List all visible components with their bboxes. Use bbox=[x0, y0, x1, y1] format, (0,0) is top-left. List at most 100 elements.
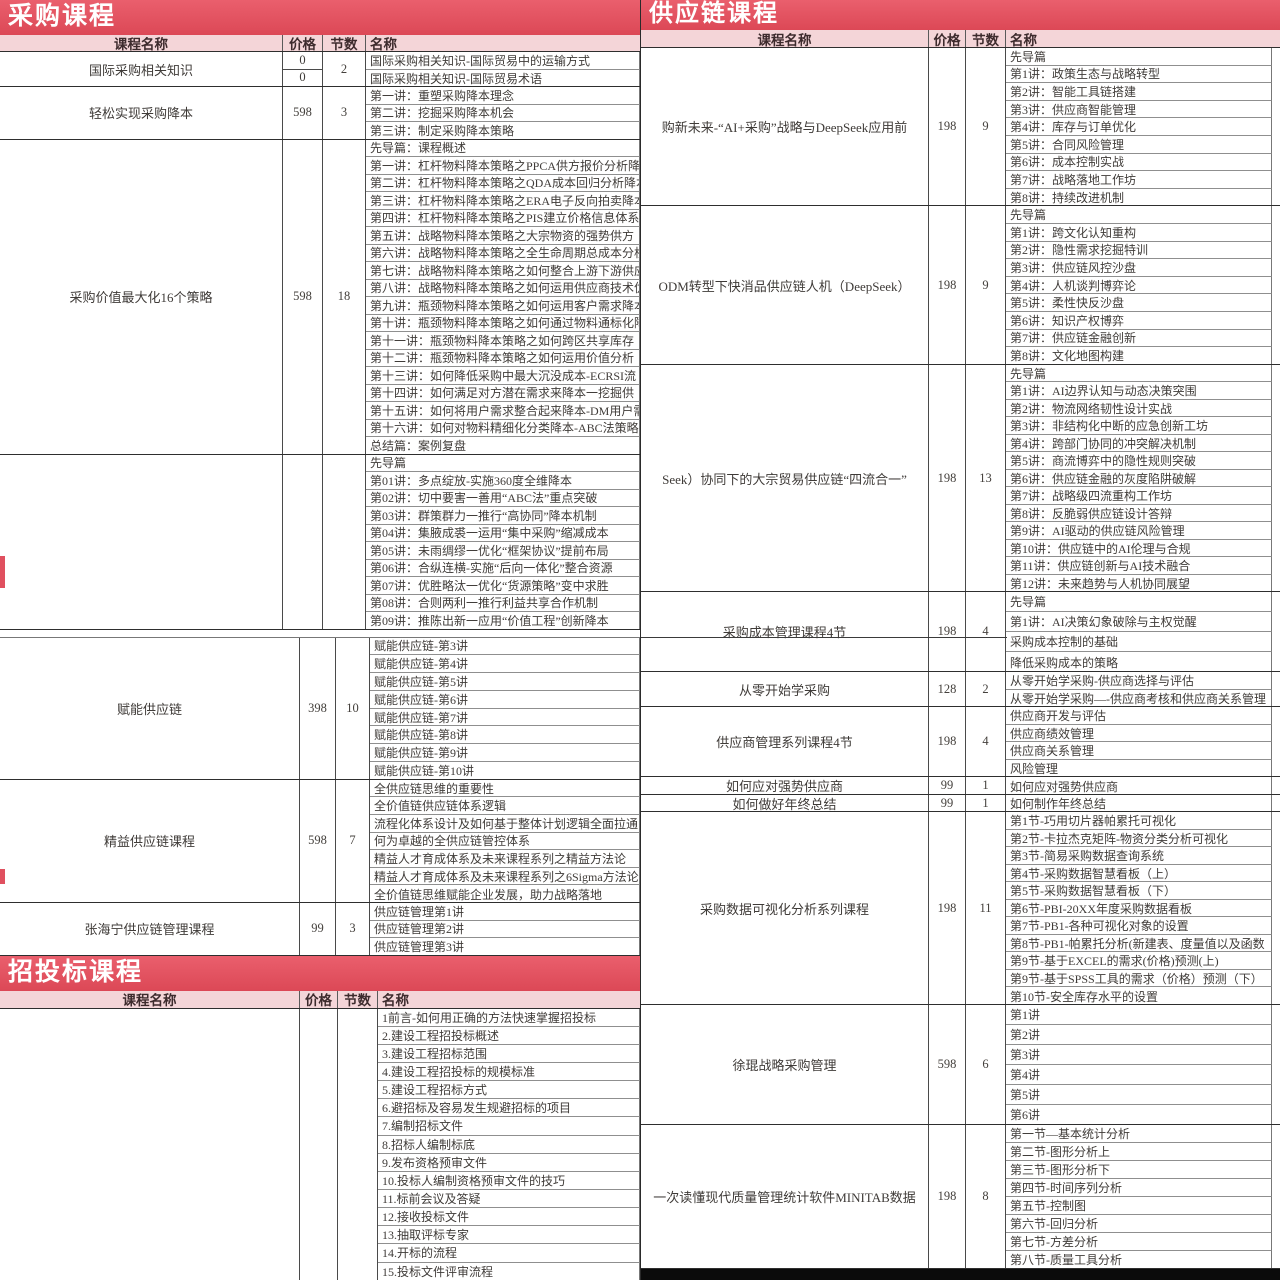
sessions-cell: 1 bbox=[966, 794, 1006, 812]
col-header-course-name: 课程名称 bbox=[641, 30, 929, 47]
course-name-cell: ODM转型下快消品供应链人机（DeepSeek） bbox=[641, 206, 929, 364]
lesson-row: 先导篇：课程概述 bbox=[366, 139, 640, 157]
course-name-cell: 轻松实现采购降本 bbox=[0, 87, 283, 139]
sessions-cell: 10 bbox=[336, 637, 370, 779]
course-group: ODM转型下快消品供应链人机（DeepSeek） 198 9 先导篇 第1讲：跨文化认知… bbox=[641, 206, 1280, 365]
lesson-row: 第五讲：战略物料降本策略之大宗物资的强势供方 bbox=[366, 227, 640, 245]
lesson-row: 第6节-PBI-20XX年度采购数据看板 bbox=[1006, 899, 1272, 918]
lesson-row: 第十讲：瓶颈物料降本策略之如何通过物料通标化降 bbox=[366, 314, 640, 332]
sessions-cell: 11 bbox=[966, 812, 1006, 1004]
lesson-row: 第6讲：供应链金融的灰度陷阱破解 bbox=[1006, 469, 1272, 488]
lesson-list: 先导篇 第1讲：AI边界认知与动态决策突围 第2讲：物流网络韧性设计实战 第3讲：非结… bbox=[1006, 364, 1272, 592]
lesson-row: 12.接收投标文件 bbox=[378, 1208, 640, 1227]
lesson-row: 5.建设工程招标方式 bbox=[378, 1081, 640, 1100]
col-header-sessions: 节数 bbox=[338, 990, 378, 1008]
course-name-cell: 从零开始学采购 bbox=[641, 672, 929, 707]
lesson-list: 先导篇 第01讲：多点绽放-实施360度全维降本 第02讲：切中要害一善用“ABC法… bbox=[366, 454, 640, 629]
lesson-row: 第05讲：未雨绸缪一优化“框架协议”提前布局 bbox=[366, 542, 640, 560]
procurement-header-row: 课程名称 价格 节数 名称 bbox=[0, 35, 640, 52]
lesson-row: 第十六讲：如何对物料精细化分类降本-ABC法策略 bbox=[366, 419, 640, 437]
lesson-row: 第4讲：人机谈判博弈论 bbox=[1006, 276, 1272, 295]
lesson-list: 第1节-巧用切片器帕累托可视化 第2节-卡拉杰克矩阵-物资分类分析可视化 第3节-简… bbox=[1006, 812, 1272, 1004]
price-cell: 198 bbox=[929, 48, 966, 206]
lesson-row: 3.建设工程招标范围 bbox=[378, 1044, 640, 1063]
lesson-row: 7.编制招标文件 bbox=[378, 1117, 640, 1136]
lesson-row: 全价值链供应链体系逻辑 bbox=[370, 797, 640, 816]
course-group: 赋能供应链 398 10 赋能供应链-第3讲 赋能供应链-第4讲 赋能供应链-第5讲 赋能供… bbox=[0, 637, 640, 780]
lesson-row: 第10节-安全库存水平的设置 bbox=[1006, 987, 1272, 1004]
lesson-list: 先导篇：课程概述 第一讲：杠杆物料降本策略之PPCA供方报价分析降本 第二讲：杠杆物… bbox=[366, 139, 640, 454]
price-cell bbox=[300, 1008, 338, 1280]
col-header-sessions: 节数 bbox=[323, 35, 366, 51]
lesson-row: 第3讲 bbox=[1006, 1044, 1272, 1065]
lesson-row: 第二讲：杠杆物料降本策略之QDA成本回归分析降本 bbox=[366, 174, 640, 192]
price-cell: 0 bbox=[283, 52, 322, 70]
supplychain-course-groups: 购新未来-“AI+采购”战略与DeepSeek应用前 198 9 先导篇 第1讲：政策生… bbox=[641, 48, 1280, 1269]
lesson-row: 8.招标人编制标底 bbox=[378, 1135, 640, 1154]
lesson-row: 第十四讲：如何满足对方潜在需求来降本一挖掘供 bbox=[366, 384, 640, 402]
lesson-row: 第9讲：AI驱动的供应链风险管理 bbox=[1006, 522, 1272, 540]
lesson-row: 供应商关系管理 bbox=[1006, 742, 1272, 760]
lesson-row: 国际采购相关知识-国际贸易中的运输方式 bbox=[366, 52, 640, 70]
lesson-row: 第3讲：非结构化中断的应急创新工坊 bbox=[1006, 417, 1272, 435]
course-name-cell: 一次读懂现代质量管理统计软件MINITAB数据 bbox=[641, 1124, 929, 1268]
price-cell: 598 bbox=[283, 139, 323, 454]
lesson-row: 赋能供应链-第7讲 bbox=[370, 708, 640, 727]
lesson-row: 第十一讲：瓶颈物料降本策略之如何跨区共享库存 bbox=[366, 332, 640, 350]
course-group: 先导篇 第01讲：多点绽放-实施360度全维降本 第02讲：切中要害一善用“ABC法… bbox=[0, 454, 640, 630]
procurement-panel: 采购课程 课程名称 价格 节数 名称 国际采购相关知识 0 0 2 国际采购相关知识-国… bbox=[0, 0, 640, 1280]
lesson-row: 第4讲 bbox=[1006, 1064, 1272, 1085]
course-name-cell: 如何做好年终总结 bbox=[641, 794, 929, 812]
lesson-row: 风险管理 bbox=[1006, 759, 1272, 777]
price-cell: 598 bbox=[300, 779, 336, 903]
lesson-row: 赋能供应链-第9讲 bbox=[370, 744, 640, 763]
lesson-row: 第6讲：成本控制实战 bbox=[1006, 153, 1272, 172]
lesson-row: 第10讲：供应链中的AI伦理与合规 bbox=[1006, 539, 1272, 558]
lesson-row: 全供应链思维的重要性 bbox=[370, 779, 640, 798]
lesson-row: 供应链管理第3讲 bbox=[370, 938, 640, 955]
lesson-row: 赋能供应链-第4讲 bbox=[370, 655, 640, 674]
lesson-list: 如何应对强势供应商 bbox=[1006, 777, 1272, 794]
lesson-row: 第8讲：反脆弱供应链设计答辩 bbox=[1006, 504, 1272, 523]
course-group: 供应商管理系列课程4节 198 4 供应商开发与评估 供应商绩效管理 供应商关系管理 风险管… bbox=[641, 707, 1280, 778]
lesson-row: 国际采购相关知识-国际贸易术语 bbox=[366, 69, 640, 86]
sessions-cell: 7 bbox=[336, 779, 370, 903]
sessions-cell: 9 bbox=[966, 206, 1006, 364]
lesson-row: 6.避招标及容易发生规避招标的项目 bbox=[378, 1099, 640, 1118]
lesson-list: 第一节—基本统计分析 第二节-图形分析上 第三节-图形分析下 第四节-时间序列分析 第五… bbox=[1006, 1124, 1272, 1268]
course-group: 采购价值最大化16个策略 598 18 先导篇：课程概述 第一讲：杠杆物料降本策略之PP… bbox=[0, 139, 640, 455]
sessions-cell: 1 bbox=[966, 777, 1006, 794]
course-name-cell bbox=[0, 454, 283, 629]
lesson-row: 第12讲：未来趋势与人机协同展望 bbox=[1006, 574, 1272, 592]
lesson-row: 第09讲：推陈出新一应用“价值工程”创新降本 bbox=[366, 612, 640, 629]
price-cell: 128 bbox=[929, 672, 966, 707]
lesson-row: 赋能供应链-第8讲 bbox=[370, 726, 640, 745]
col-header-course-name: 课程名称 bbox=[0, 35, 283, 51]
lesson-row: 精益人才育成体系及未来课程系列之精益方法论 bbox=[370, 850, 640, 868]
lesson-row: 先导篇 bbox=[366, 454, 640, 472]
lesson-row: 第8讲：持续改进机制 bbox=[1006, 188, 1272, 206]
lesson-row: 第3讲：供应商智能管理 bbox=[1006, 100, 1272, 119]
lesson-row: 先导篇 bbox=[1006, 592, 1272, 613]
lesson-row: 1前言-如何用正确的方法快速掌握招投标 bbox=[378, 1008, 640, 1027]
lesson-list: 第一讲：重塑采购降本理念 第二讲：挖掘采购降本机会 第三讲：制定采购降本策略 bbox=[366, 87, 640, 139]
lesson-row: 第8节-PB1-帕累托分析(新建表、度量值以及函数 bbox=[1006, 934, 1272, 953]
price-cell: 198 bbox=[929, 592, 966, 672]
course-group: 轻松实现采购降本 598 3 第一讲：重塑采购降本理念 第二讲：挖掘采购降本机会 第三讲：… bbox=[0, 87, 640, 140]
price-cell: 598 bbox=[929, 1004, 966, 1124]
lesson-row: 第三节-图形分析下 bbox=[1006, 1160, 1272, 1179]
lesson-row: 第1讲：跨文化认知重构 bbox=[1006, 223, 1272, 242]
lesson-list: 赋能供应链-第3讲 赋能供应链-第4讲 赋能供应链-第5讲 赋能供应链-第6讲 赋能供应… bbox=[370, 637, 640, 779]
lesson-row: 第03讲：群策群力一推行“高协同”降本机制 bbox=[366, 507, 640, 525]
course-group: 一次读懂现代质量管理统计软件MINITAB数据 198 8 第一节—基本统计分析 第二节… bbox=[641, 1124, 1280, 1269]
screenshot-seam bbox=[0, 629, 640, 638]
sessions-cell: 3 bbox=[336, 903, 370, 955]
col-header-price: 价格 bbox=[929, 30, 966, 47]
lesson-row: 第4讲：跨部门协同的冲突解决机制 bbox=[1006, 434, 1272, 453]
lesson-row: 第九讲：瓶颈物料降本策略之如何运用客户需求降本 bbox=[366, 297, 640, 315]
procurement-banner-title: 采购课程 bbox=[0, 0, 640, 35]
lesson-row: 第十二讲：瓶颈物料降本策略之如何运用价值分析 bbox=[366, 349, 640, 367]
bidding-header-row: 课程名称 价格 节数 名称 bbox=[0, 990, 640, 1009]
